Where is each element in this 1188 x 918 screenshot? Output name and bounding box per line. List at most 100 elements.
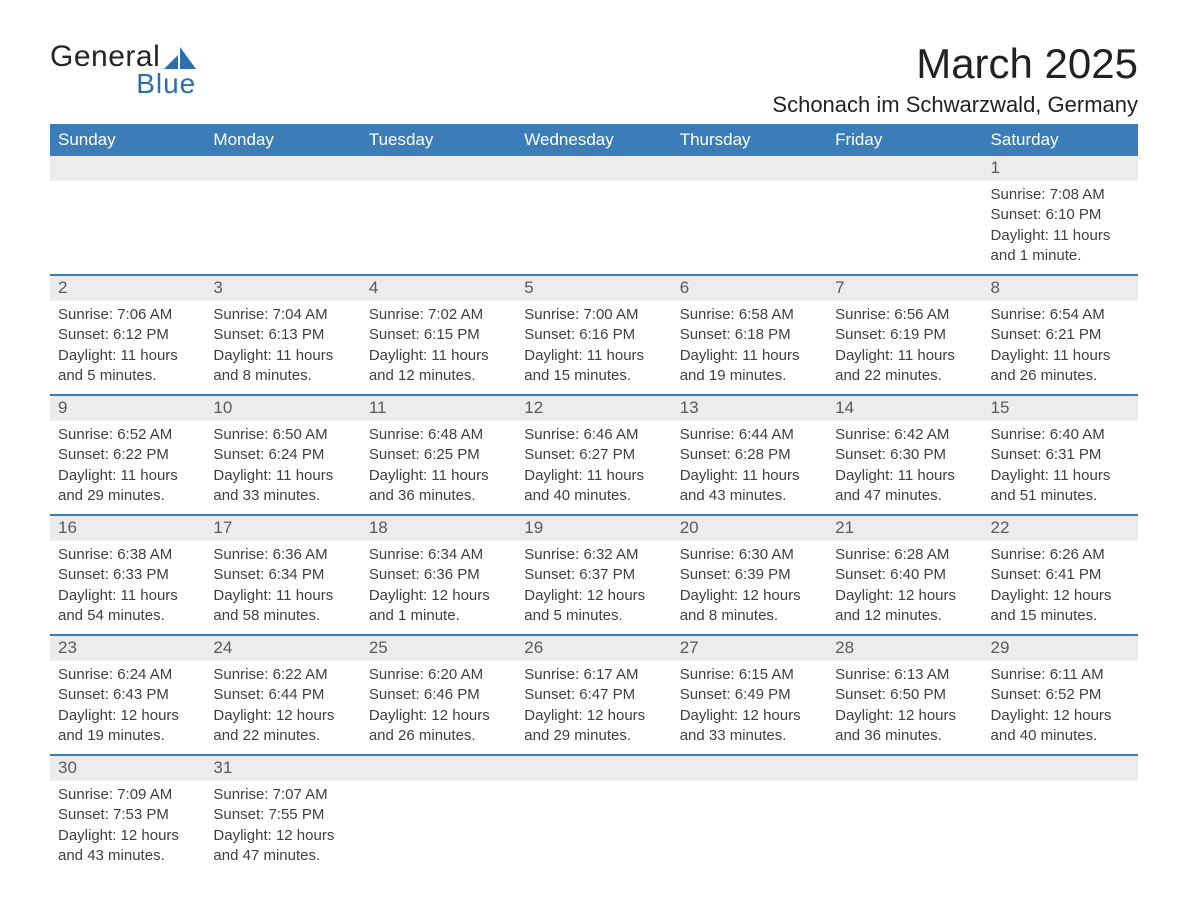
day-number-cell: 28 [827, 635, 982, 661]
day-number-cell: 3 [205, 275, 360, 301]
day-info-cell: Sunrise: 6:56 AMSunset: 6:19 PMDaylight:… [827, 301, 982, 395]
sunset-line: Sunset: 6:52 PM [991, 685, 1130, 705]
calendar-table: SundayMondayTuesdayWednesdayThursdayFrid… [50, 124, 1138, 874]
sunset-line: Sunset: 6:22 PM [58, 445, 197, 465]
sunrise-line: Sunrise: 6:32 AM [524, 545, 663, 565]
day-info-cell: Sunrise: 6:40 AMSunset: 6:31 PMDaylight:… [983, 421, 1138, 515]
weekday-header: Wednesday [516, 124, 671, 156]
day-info-cell [672, 781, 827, 874]
logo: General Blue [50, 40, 196, 100]
daylight-line: Daylight: 11 hours and 22 minutes. [835, 346, 974, 387]
day-info-cell [516, 781, 671, 874]
day-number-cell [516, 156, 671, 181]
day-number-cell: 19 [516, 515, 671, 541]
sunset-line: Sunset: 6:41 PM [991, 565, 1130, 585]
day-info-cell [50, 181, 205, 275]
day-info-cell: Sunrise: 7:09 AMSunset: 7:53 PMDaylight:… [50, 781, 205, 874]
sunset-line: Sunset: 6:50 PM [835, 685, 974, 705]
day-number-cell [827, 156, 982, 181]
day-info-row: Sunrise: 7:06 AMSunset: 6:12 PM Daylight:… [50, 301, 1138, 395]
sunrise-line: Sunrise: 6:44 AM [680, 425, 819, 445]
sunset-line: Sunset: 6:46 PM [369, 685, 508, 705]
daylight-line: Daylight: 11 hours and 58 minutes. [213, 586, 352, 627]
day-info-cell: Sunrise: 6:34 AMSunset: 6:36 PMDaylight:… [361, 541, 516, 635]
day-number-cell [361, 755, 516, 781]
daylight-line: Daylight: 11 hours and 40 minutes. [524, 466, 663, 507]
daylight-line: Daylight: 11 hours and 26 minutes. [991, 346, 1130, 387]
day-info-cell: Sunrise: 6:24 AMSunset: 6:43 PMDaylight:… [50, 661, 205, 755]
day-number-cell [516, 755, 671, 781]
day-number-row: 23242526272829 [50, 635, 1138, 661]
daylight-line: Daylight: 11 hours and 51 minutes. [991, 466, 1130, 507]
day-number-cell: 26 [516, 635, 671, 661]
day-number-cell: 5 [516, 275, 671, 301]
day-number-cell: 22 [983, 515, 1138, 541]
sunset-line: Sunset: 6:27 PM [524, 445, 663, 465]
day-number-cell: 17 [205, 515, 360, 541]
daylight-line: Daylight: 11 hours and 47 minutes. [835, 466, 974, 507]
weekday-header: Monday [205, 124, 360, 156]
logo-text-blue: Blue [132, 68, 196, 100]
day-info-cell: Sunrise: 7:04 AMSunset: 6:13 PMDaylight:… [205, 301, 360, 395]
day-info-cell: Sunrise: 6:38 AMSunset: 6:33 PMDaylight:… [50, 541, 205, 635]
day-number-cell: 8 [983, 275, 1138, 301]
day-info-row: Sunrise: 7:09 AMSunset: 7:53 PMDaylight:… [50, 781, 1138, 874]
daylight-line: Daylight: 12 hours and 40 minutes. [991, 706, 1130, 747]
day-info-cell: Sunrise: 6:30 AMSunset: 6:39 PMDaylight:… [672, 541, 827, 635]
day-number-cell: 29 [983, 635, 1138, 661]
day-number-cell: 21 [827, 515, 982, 541]
day-info-cell [983, 781, 1138, 874]
sunrise-line: Sunrise: 6:40 AM [991, 425, 1130, 445]
sunset-line: Sunset: 6:33 PM [58, 565, 197, 585]
daylight-line: Daylight: 11 hours and 1 minute. [991, 226, 1130, 267]
sunset-line: Sunset: 6:43 PM [58, 685, 197, 705]
sunset-line: Sunset: 6:16 PM [524, 325, 663, 345]
daylight-line: Daylight: 11 hours and 29 minutes. [58, 466, 197, 507]
day-info-cell: Sunrise: 7:02 AMSunset: 6:15 PMDaylight:… [361, 301, 516, 395]
sunrise-line: Sunrise: 6:54 AM [991, 305, 1130, 325]
location: Schonach im Schwarzwald, Germany [772, 92, 1138, 118]
day-number-cell: 25 [361, 635, 516, 661]
day-number-row: 1 [50, 156, 1138, 181]
sunrise-line: Sunrise: 6:56 AM [835, 305, 974, 325]
day-info-cell: Sunrise: 7:07 AMSunset: 7:55 PMDaylight:… [205, 781, 360, 874]
header: General Blue March 2025 Schonach im Schw… [50, 40, 1138, 118]
sunset-line: Sunset: 6:12 PM [58, 325, 197, 345]
day-number-cell: 31 [205, 755, 360, 781]
day-info-cell: Sunrise: 6:13 AMSunset: 6:50 PMDaylight:… [827, 661, 982, 755]
sunrise-line: Sunrise: 6:34 AM [369, 545, 508, 565]
sunset-line: Sunset: 6:19 PM [835, 325, 974, 345]
day-info-cell: Sunrise: 6:46 AMSunset: 6:27 PMDaylight:… [516, 421, 671, 515]
day-info-cell: Sunrise: 6:15 AMSunset: 6:49 PMDaylight:… [672, 661, 827, 755]
day-number-row: 2345678 [50, 275, 1138, 301]
day-number-cell: 9 [50, 395, 205, 421]
day-number-cell: 27 [672, 635, 827, 661]
month-title: March 2025 [772, 40, 1138, 88]
day-number-cell: 12 [516, 395, 671, 421]
day-number-cell [672, 755, 827, 781]
daylight-line: Daylight: 11 hours and 8 minutes. [213, 346, 352, 387]
daylight-line: Daylight: 12 hours and 22 minutes. [213, 706, 352, 747]
sunset-line: Sunset: 6:18 PM [680, 325, 819, 345]
sunrise-line: Sunrise: 6:42 AM [835, 425, 974, 445]
day-number-cell: 4 [361, 275, 516, 301]
sunset-line: Sunset: 6:28 PM [680, 445, 819, 465]
day-info-cell: Sunrise: 6:32 AMSunset: 6:37 PMDaylight:… [516, 541, 671, 635]
day-info-cell [361, 781, 516, 874]
sunset-line: Sunset: 6:13 PM [213, 325, 352, 345]
day-info-cell: Sunrise: 6:20 AMSunset: 6:46 PMDaylight:… [361, 661, 516, 755]
sunset-line: Sunset: 6:37 PM [524, 565, 663, 585]
weekday-header: Sunday [50, 124, 205, 156]
day-number-row: 9101112131415 [50, 395, 1138, 421]
day-number-cell: 6 [672, 275, 827, 301]
sunrise-line: Sunrise: 7:04 AM [213, 305, 352, 325]
day-number-cell: 14 [827, 395, 982, 421]
daylight-line: Daylight: 12 hours and 12 minutes. [835, 586, 974, 627]
sunset-line: Sunset: 6:15 PM [369, 325, 508, 345]
day-info-cell: Sunrise: 7:06 AMSunset: 6:12 PMDaylight:… [50, 301, 205, 395]
sunset-line: Sunset: 6:24 PM [213, 445, 352, 465]
sunrise-line: Sunrise: 7:06 AM [58, 305, 197, 325]
sunrise-line: Sunrise: 6:15 AM [680, 665, 819, 685]
day-number-cell: 13 [672, 395, 827, 421]
day-info-cell: Sunrise: 6:58 AMSunset: 6:18 PMDaylight:… [672, 301, 827, 395]
